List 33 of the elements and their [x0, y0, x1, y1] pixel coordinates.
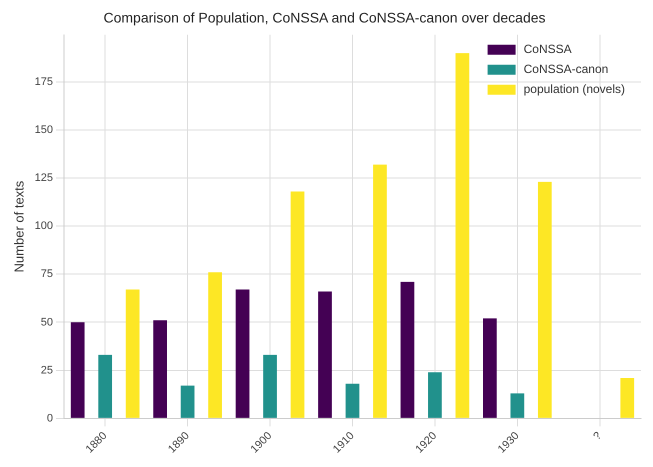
- bar: [126, 290, 140, 418]
- y-tick-label: 150: [34, 124, 53, 136]
- bar: [70, 322, 85, 418]
- legend-label: CoNSSA: [524, 42, 572, 56]
- y-tick-label: 175: [34, 76, 53, 88]
- bar: [346, 384, 360, 418]
- bar: [236, 290, 250, 418]
- bar: [538, 182, 552, 418]
- y-tick-label: 0: [46, 412, 53, 424]
- y-axis-title: Number of texts: [11, 180, 26, 272]
- bar: [290, 191, 304, 418]
- bar: [98, 354, 112, 418]
- bar: [510, 393, 524, 418]
- bar: [483, 318, 497, 418]
- bar: [456, 53, 470, 418]
- y-tick-label: 25: [40, 364, 53, 376]
- legend-label: population (novels): [524, 82, 626, 96]
- y-tick-label: 100: [34, 220, 53, 232]
- bar: [263, 354, 277, 418]
- bar: [620, 378, 634, 418]
- bar: [180, 386, 194, 418]
- bar: [208, 272, 222, 418]
- x-tick-label: ?: [591, 430, 604, 443]
- bar: [428, 372, 442, 418]
- chart-title: Comparison of Population, CoNSSA and CoNSSA-canon over decades: [103, 9, 546, 26]
- y-tick-label: 125: [34, 172, 53, 184]
- bar: [373, 164, 387, 418]
- y-tick-label: 50: [40, 316, 53, 328]
- bar: [400, 282, 414, 418]
- y-tick-label: 75: [40, 268, 53, 280]
- bar: [318, 291, 332, 418]
- legend-label: CoNSSA-canon: [524, 62, 608, 76]
- bar: [153, 320, 167, 418]
